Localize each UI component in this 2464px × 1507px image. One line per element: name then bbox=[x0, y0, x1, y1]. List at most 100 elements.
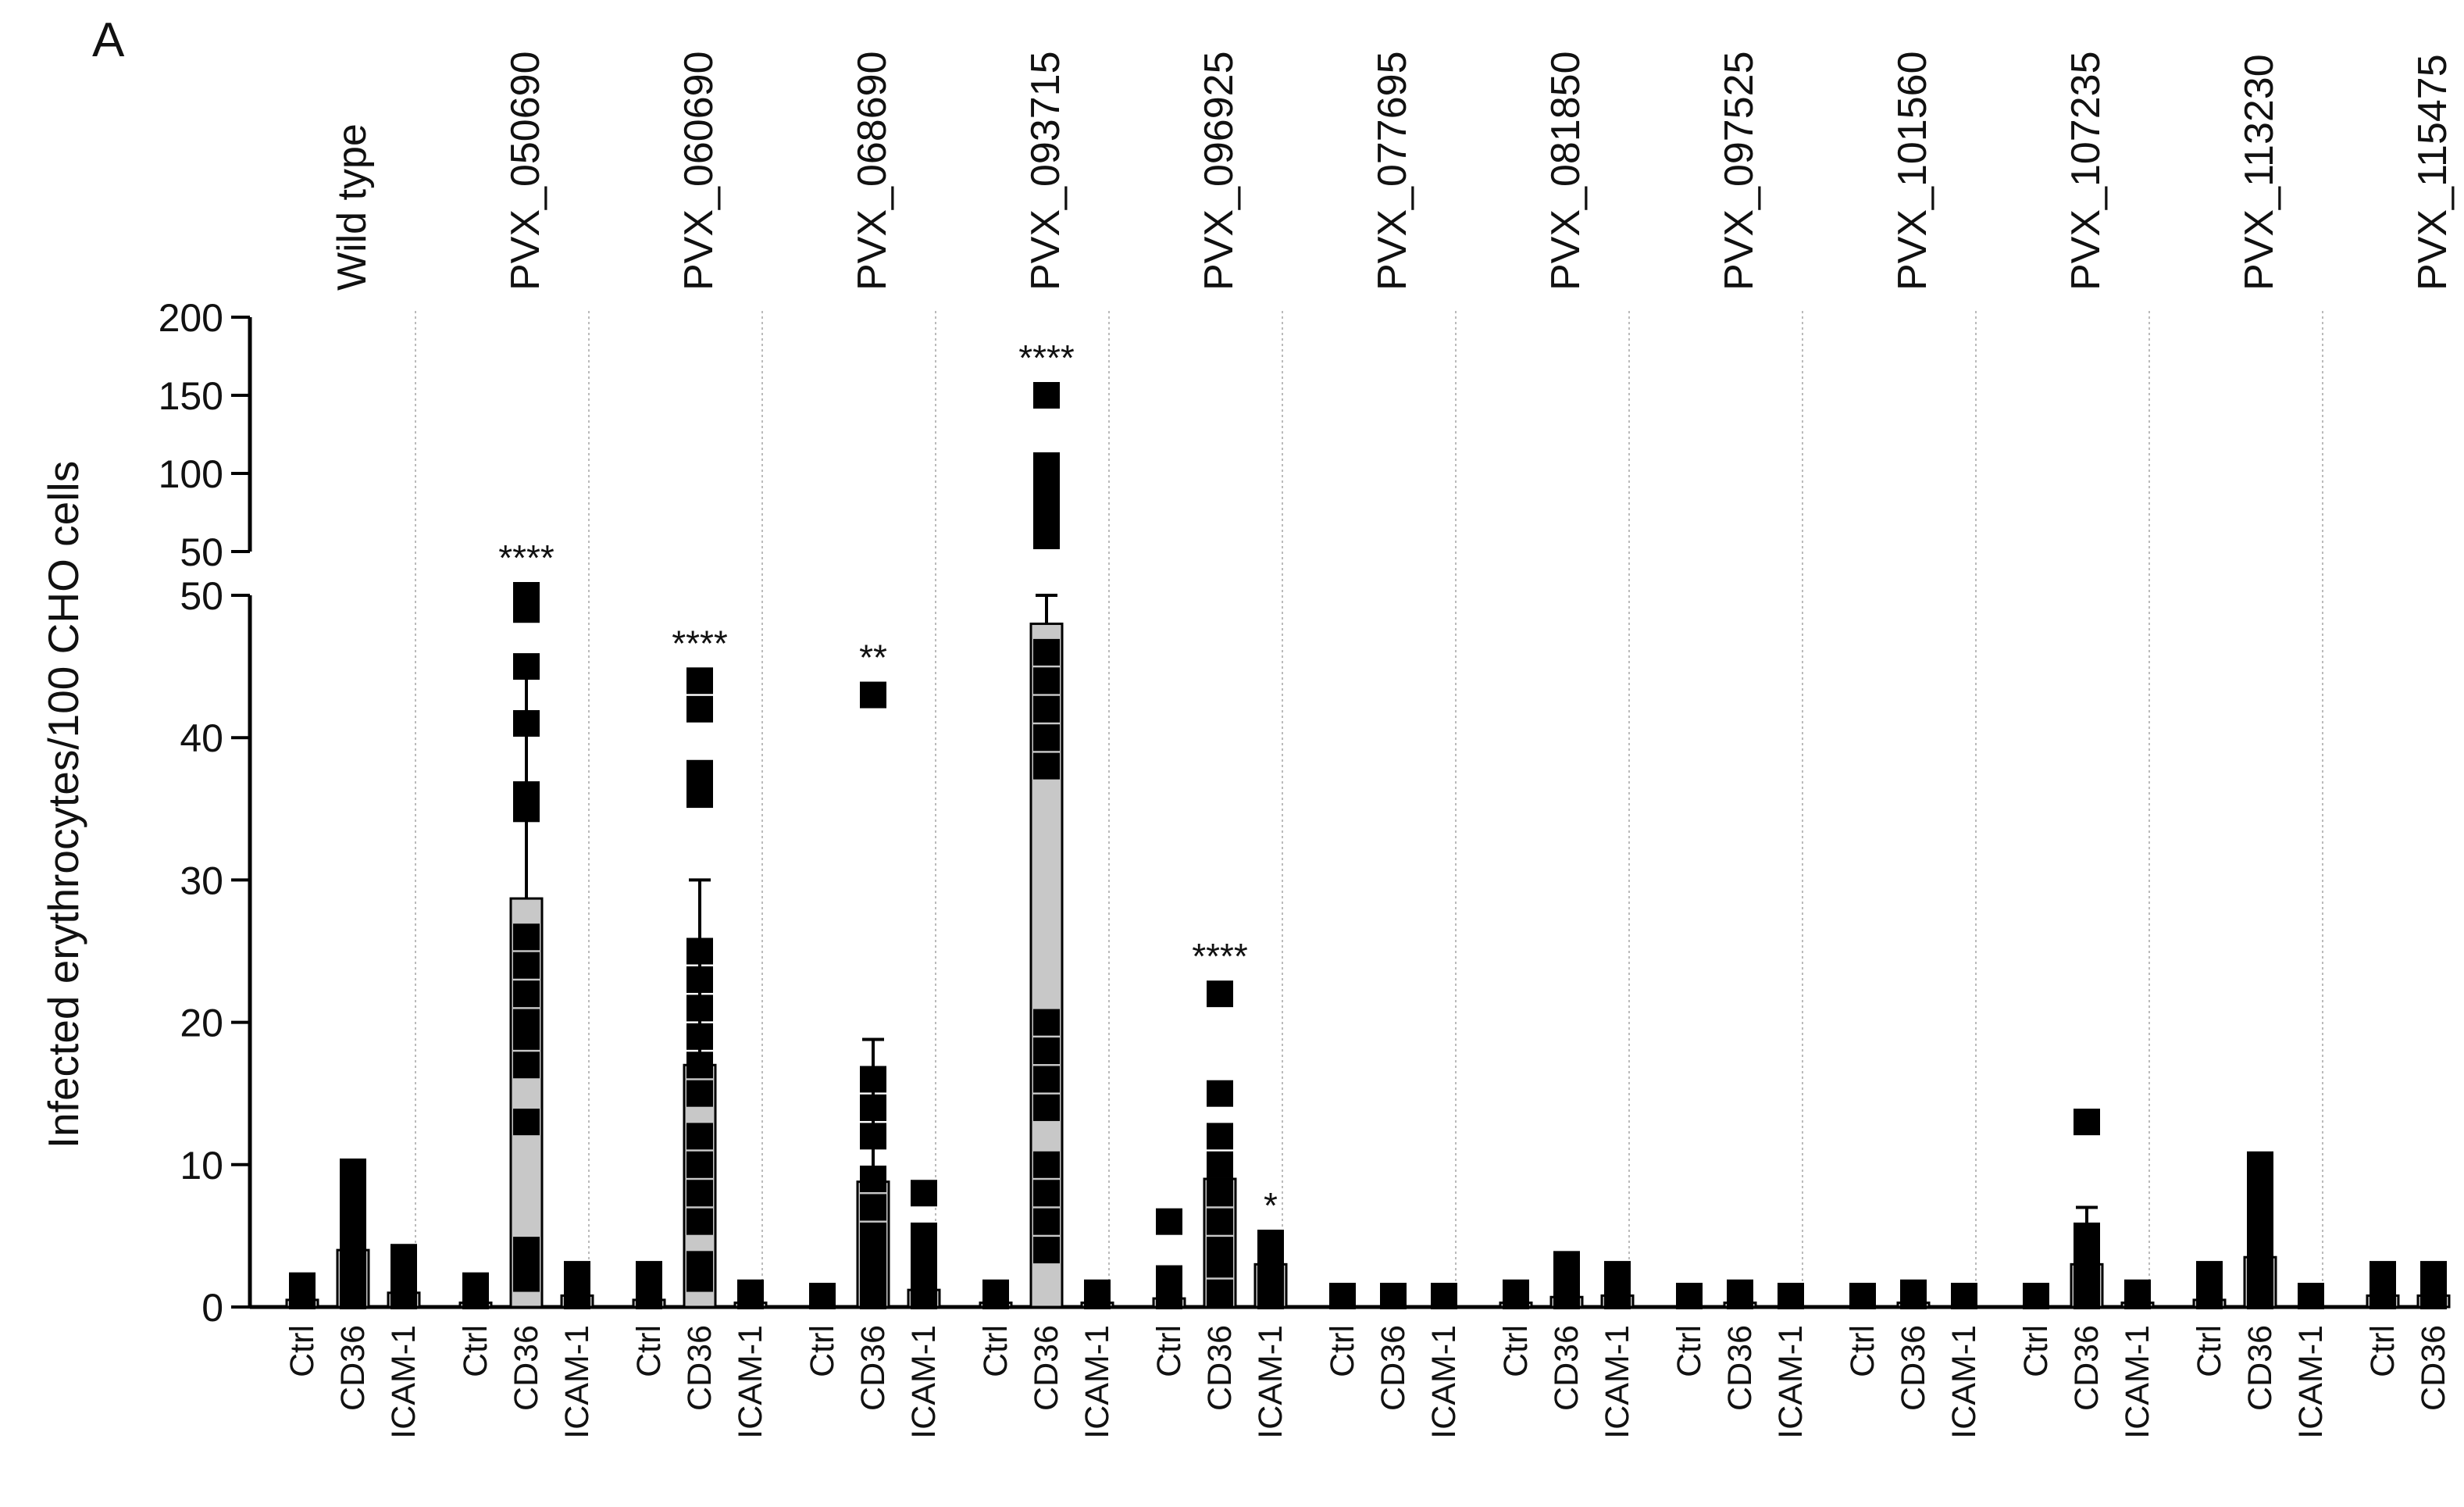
group-dividers bbox=[415, 311, 2323, 1307]
data-point bbox=[1156, 1208, 1182, 1235]
data-point bbox=[513, 1052, 540, 1079]
data-point bbox=[564, 1261, 590, 1288]
data-point bbox=[340, 1158, 366, 1185]
data-point bbox=[2420, 1261, 2447, 1288]
condition-label: ICAM-1 bbox=[385, 1325, 423, 1439]
data-point bbox=[1207, 1279, 1233, 1306]
data-point bbox=[513, 709, 540, 737]
data-point bbox=[513, 1237, 540, 1264]
data-point bbox=[1033, 1151, 1060, 1178]
condition-label: Ctrl bbox=[2191, 1325, 2228, 1377]
data-point bbox=[860, 1166, 886, 1193]
condition-label: CD36 bbox=[2241, 1325, 2279, 1411]
data-point bbox=[1380, 1283, 1407, 1309]
data-point bbox=[1676, 1283, 1703, 1309]
group-label: PVX_060690 bbox=[676, 52, 722, 291]
condition-label: CD36 bbox=[1375, 1325, 1412, 1411]
significance-label: * bbox=[1264, 1185, 1278, 1226]
group-label: PVX_101560 bbox=[1890, 52, 1935, 291]
condition-label: Ctrl bbox=[283, 1325, 321, 1377]
data-point bbox=[860, 1194, 886, 1221]
data-point bbox=[1207, 1180, 1233, 1207]
condition-label: Ctrl bbox=[1150, 1325, 1188, 1377]
significance-label: **** bbox=[672, 623, 728, 663]
y-tick-label: 200 bbox=[159, 296, 223, 340]
data-point bbox=[2124, 1279, 2151, 1306]
data-point bbox=[1033, 1180, 1060, 1207]
data-point bbox=[809, 1283, 836, 1309]
condition-label: ICAM-1 bbox=[905, 1325, 943, 1439]
condition-label: CD36 bbox=[2415, 1325, 2452, 1411]
data-point bbox=[1727, 1279, 1753, 1306]
condition-labels: Ctrl CD36 ICAM-1 Ctrl CD36 ICAM-1 Ctrl CD36 ICAM… bbox=[283, 1325, 2452, 1439]
data-point bbox=[1207, 1123, 1233, 1150]
data-point bbox=[911, 1222, 937, 1249]
condition-label: Ctrl bbox=[1497, 1325, 1535, 1377]
condition-label: CD36 bbox=[681, 1325, 719, 1411]
y-tick-label: 0 bbox=[201, 1286, 223, 1330]
y-tick-label: 50 bbox=[180, 574, 223, 618]
y-tick-label: 20 bbox=[180, 1002, 223, 1045]
group-label: PVX_115475 bbox=[2410, 54, 2455, 291]
data-point bbox=[911, 1180, 937, 1207]
data-point bbox=[289, 1272, 316, 1299]
data-point bbox=[513, 653, 540, 680]
data-point bbox=[1033, 1208, 1060, 1235]
bars: ******** *********** bbox=[285, 337, 2451, 1309]
data-point bbox=[513, 1009, 540, 1036]
data-point bbox=[686, 966, 713, 993]
data-point bbox=[860, 1066, 886, 1093]
group-label: PVX_107235 bbox=[2063, 52, 2109, 291]
group-label: PVX_093715 bbox=[1023, 52, 1068, 291]
data-point bbox=[513, 980, 540, 1008]
condition-label: CD36 bbox=[1895, 1325, 1932, 1411]
condition-label: Ctrl bbox=[457, 1325, 494, 1377]
condition-label: Ctrl bbox=[630, 1325, 668, 1377]
data-point bbox=[636, 1261, 662, 1288]
data-point bbox=[860, 1123, 886, 1150]
data-point bbox=[1033, 667, 1060, 695]
data-point bbox=[686, 937, 713, 965]
y-tick-label: 100 bbox=[159, 452, 223, 496]
data-point bbox=[1207, 1080, 1233, 1107]
group-label: PVX_068690 bbox=[850, 52, 895, 291]
condition-label: ICAM-1 bbox=[1772, 1325, 1810, 1439]
condition-label: CD36 bbox=[2068, 1325, 2106, 1411]
data-point bbox=[686, 995, 713, 1022]
group-label: PVX_050690 bbox=[503, 52, 548, 291]
data-point bbox=[513, 923, 540, 951]
condition-label: ICAM-1 bbox=[1599, 1325, 1636, 1439]
condition-label: CD36 bbox=[1028, 1325, 1065, 1411]
data-point bbox=[1033, 1237, 1060, 1264]
group-label: PVX_096925 bbox=[1196, 52, 1242, 291]
data-point bbox=[860, 1094, 886, 1121]
data-point bbox=[1329, 1283, 1356, 1309]
data-point bbox=[686, 1208, 713, 1235]
data-point bbox=[1033, 695, 1060, 723]
data-point bbox=[686, 667, 713, 695]
condition-label: ICAM-1 bbox=[1425, 1325, 1463, 1439]
data-point bbox=[2023, 1283, 2049, 1309]
data-point bbox=[513, 1109, 540, 1136]
data-point bbox=[2196, 1261, 2223, 1288]
condition-label: CD36 bbox=[854, 1325, 892, 1411]
data-point bbox=[1033, 724, 1060, 752]
condition-label: ICAM-1 bbox=[558, 1325, 596, 1439]
condition-label: ICAM-1 bbox=[2292, 1325, 2330, 1439]
y-axis-title: Infected erythrocytes/100 CHO cells bbox=[39, 461, 87, 1148]
condition-label: CD36 bbox=[1548, 1325, 1585, 1411]
condition-label: Ctrl bbox=[804, 1325, 841, 1377]
data-point bbox=[513, 952, 540, 979]
data-point bbox=[737, 1279, 764, 1306]
y-tick-label: 30 bbox=[180, 859, 223, 902]
data-point bbox=[513, 781, 540, 809]
data-point bbox=[1900, 1279, 1927, 1306]
data-point bbox=[1033, 1094, 1060, 1121]
significance-label: **** bbox=[1192, 936, 1248, 977]
panel-label: A bbox=[92, 13, 125, 67]
data-point bbox=[1033, 1037, 1060, 1065]
condition-label: ICAM-1 bbox=[1252, 1325, 1289, 1439]
data-point bbox=[686, 1080, 713, 1107]
group-label: PVX_113230 bbox=[2237, 54, 2282, 291]
